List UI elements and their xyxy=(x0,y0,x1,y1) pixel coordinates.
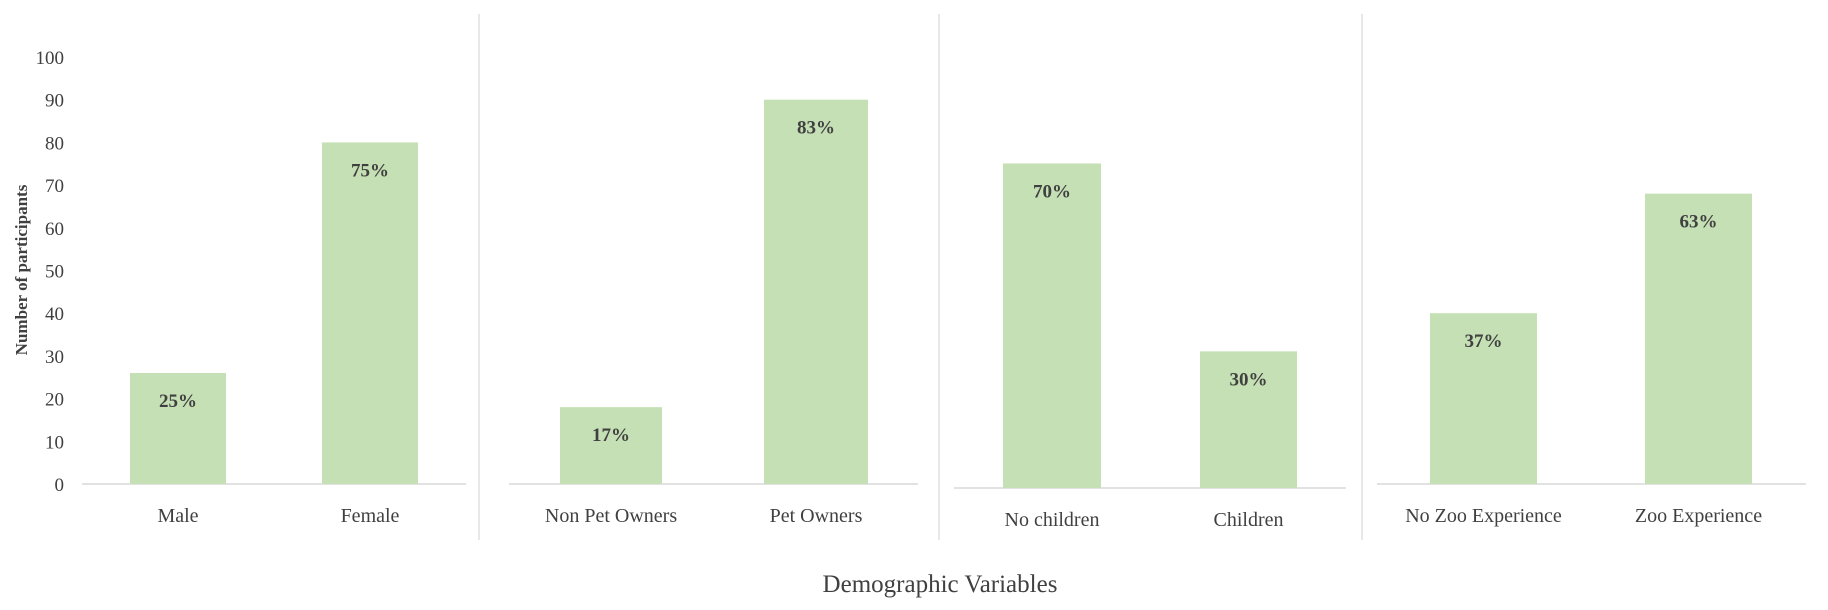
y-tick-label: 30 xyxy=(45,347,64,368)
category-label: Non Pet Owners xyxy=(545,505,677,527)
bar-data-label: 70% xyxy=(1033,181,1071,202)
category-label: Male xyxy=(157,505,198,527)
bar xyxy=(130,372,226,484)
y-tick-label: 90 xyxy=(45,91,64,112)
category-label: Pet Owners xyxy=(770,505,863,527)
panel-4: 37% No Zoo Experience 63% Zoo Experience xyxy=(1377,193,1806,527)
y-axis-title: Number of participants xyxy=(12,184,31,355)
y-tick-label: 100 xyxy=(36,48,65,69)
bar xyxy=(1003,163,1101,489)
y-tick-label: 20 xyxy=(45,390,64,411)
bar-data-label: 63% xyxy=(1680,212,1718,233)
bar-data-label: 37% xyxy=(1465,331,1503,352)
bar-data-label: 75% xyxy=(351,160,389,181)
bar-data-label: 83% xyxy=(797,118,835,139)
bar xyxy=(322,142,418,484)
bar xyxy=(560,407,662,484)
bar xyxy=(1645,193,1752,484)
y-tick-label: 10 xyxy=(45,432,64,453)
bar-data-label: 25% xyxy=(159,391,197,412)
bar-data-label: 30% xyxy=(1230,369,1268,390)
y-tick-label: 60 xyxy=(45,219,64,240)
chart-panels: 25% Male 75% Female 17% Non Pet Owners 83% Pet … xyxy=(82,14,1806,540)
panel-2: 17% Non Pet Owners 83% Pet Owners xyxy=(509,99,918,527)
y-tick-label: 50 xyxy=(45,262,64,283)
y-tick-label: 0 xyxy=(55,475,65,496)
bar-data-label: 17% xyxy=(592,425,630,446)
bar xyxy=(1200,351,1297,488)
y-tick-label: 80 xyxy=(45,133,64,154)
category-label: Female xyxy=(341,505,400,527)
y-tick-label: 70 xyxy=(45,176,64,197)
bar xyxy=(1430,313,1537,484)
category-label: No Zoo Experience xyxy=(1405,505,1562,527)
category-label: Children xyxy=(1214,509,1284,531)
panel-3: 70% No children 30% Children xyxy=(954,163,1346,531)
panel-1: 25% Male 75% Female xyxy=(82,142,466,527)
category-label: No children xyxy=(1005,509,1100,531)
y-tick-label: 40 xyxy=(45,304,64,325)
x-axis-title: Demographic Variables xyxy=(823,571,1058,598)
y-axis: 0 10 20 30 40 50 60 70 80 90 100 xyxy=(36,48,65,496)
bar xyxy=(764,99,868,484)
category-label: Zoo Experience xyxy=(1635,505,1762,527)
